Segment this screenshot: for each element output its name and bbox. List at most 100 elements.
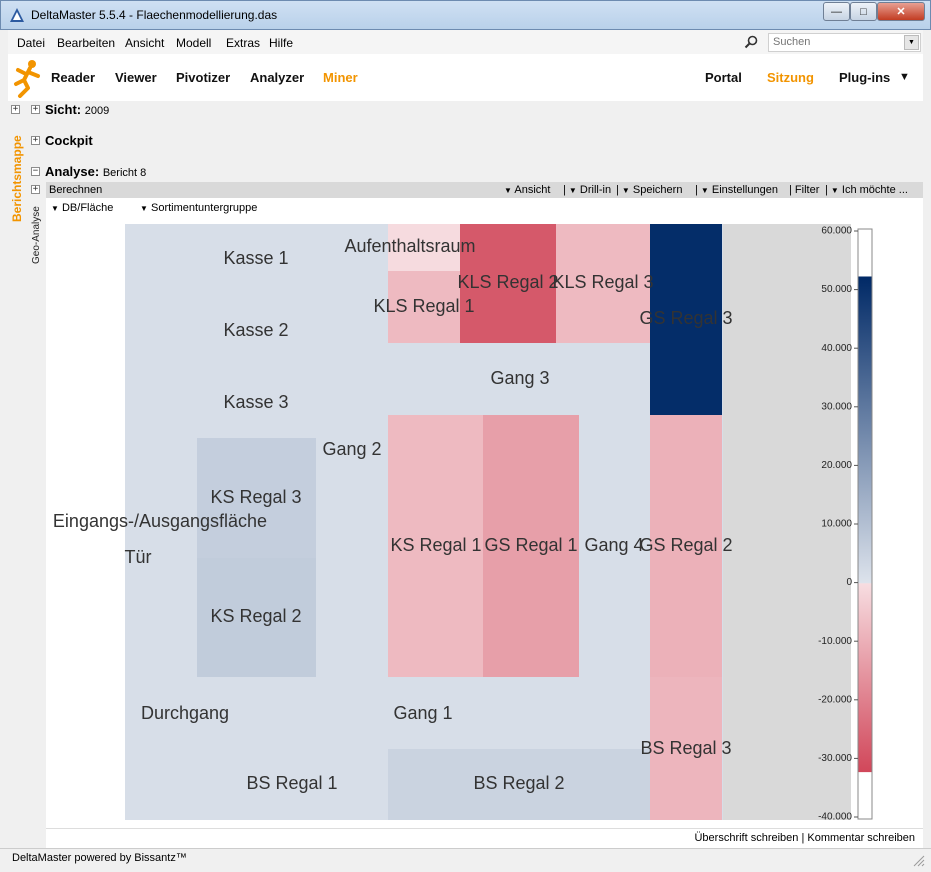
region-label: KLS Regal 3 bbox=[552, 272, 653, 292]
region-ks-regal-1[interactable] bbox=[388, 415, 483, 677]
status-text: DeltaMaster powered by Bissantz™ bbox=[12, 852, 187, 864]
region-kls-regal-2[interactable] bbox=[460, 224, 556, 343]
tab-berichtsmappe[interactable]: Berichtsmappe bbox=[10, 135, 24, 222]
runner-logo-icon bbox=[14, 60, 40, 98]
search-icon[interactable] bbox=[744, 35, 758, 49]
region-bs-regal-1[interactable] bbox=[197, 749, 388, 820]
region-label: Kasse 2 bbox=[223, 320, 288, 340]
ansicht-button[interactable]: ▼ Ansicht bbox=[504, 184, 550, 196]
chevron-down-icon: ▼ bbox=[568, 186, 577, 195]
dim-db-flaeche-label: DB/Fläche bbox=[61, 202, 114, 214]
region-label: GS Regal 3 bbox=[639, 308, 732, 328]
ich-moechte-label: Ich möchte ... bbox=[841, 184, 908, 196]
dimension-bar: ▼ DB/Fläche ▼ Sortimentuntergruppe bbox=[46, 198, 923, 218]
region-ks-regal-3[interactable] bbox=[197, 438, 316, 558]
region-gs-regal-1[interactable] bbox=[483, 415, 579, 677]
close-button[interactable]: ✕ bbox=[877, 2, 925, 21]
region-bs-regal-2[interactable] bbox=[388, 749, 650, 820]
sicht-value: 2009 bbox=[84, 105, 110, 117]
collapse-analyse-icon[interactable]: − bbox=[31, 166, 40, 176]
region-label: GS Regal 1 bbox=[484, 535, 577, 555]
nav-viewer[interactable]: Viewer bbox=[115, 70, 157, 85]
legend-tick-label: 30.000 bbox=[821, 401, 852, 412]
speichern-button[interactable]: | ▼ Speichern bbox=[616, 184, 683, 196]
einstellungen-label: Einstellungen bbox=[711, 184, 778, 196]
region-label: Eingangs-/Ausgangsfläche bbox=[53, 511, 267, 531]
analyse-label: Analyse: bbox=[45, 164, 100, 179]
nav-reader[interactable]: Reader bbox=[51, 70, 96, 85]
region-ks-regal-2[interactable] bbox=[197, 558, 316, 677]
einstellungen-button[interactable]: | ▼ Einstellungen bbox=[695, 184, 778, 196]
region-kls-regal-1[interactable] bbox=[388, 271, 460, 343]
chevron-down-icon: ▼ bbox=[504, 186, 512, 195]
region-label: GS Regal 2 bbox=[639, 535, 732, 555]
menu-ansicht[interactable]: Ansicht bbox=[125, 36, 165, 50]
outline-cockpit[interactable]: Cockpit bbox=[45, 133, 93, 148]
region-label: KS Regal 1 bbox=[390, 535, 481, 555]
minimize-button[interactable]: — bbox=[823, 2, 850, 21]
legend-tick-label: 0 bbox=[846, 577, 852, 588]
maximize-button[interactable]: □ bbox=[850, 2, 877, 21]
chevron-down-icon[interactable]: ▼ bbox=[904, 35, 919, 50]
chevron-down-icon: ▼ bbox=[830, 186, 839, 195]
outline-panel: + + Sicht: 2009 + Cockpit − Analyse: Ber… bbox=[8, 101, 923, 182]
menu-bearbeiten[interactable]: Bearbeiten bbox=[57, 36, 116, 50]
module-nav: Reader Viewer Pivotizer Analyzer Miner P… bbox=[8, 54, 923, 101]
search-input[interactable] bbox=[773, 36, 903, 48]
region-label: Gang 4 bbox=[584, 535, 643, 555]
legend-tick-label: -10.000 bbox=[818, 636, 852, 647]
region-bs-regal-3[interactable] bbox=[650, 677, 722, 820]
region-label: KS Regal 3 bbox=[210, 487, 301, 507]
expand-sicht-icon[interactable]: + bbox=[31, 104, 40, 114]
nav-plugins[interactable]: Plug-ins bbox=[839, 70, 891, 85]
menu-hilfe[interactable]: Hilfe bbox=[269, 36, 294, 50]
region-label: BS Regal 1 bbox=[246, 773, 337, 793]
ich-moechte-button[interactable]: | ▼ Ich möchte ... bbox=[825, 184, 908, 196]
legend-tick-label: -40.000 bbox=[818, 812, 852, 823]
footer-links-text[interactable]: Überschrift schreiben | Kommentar schrei… bbox=[694, 832, 915, 844]
resize-grip-icon[interactable] bbox=[911, 853, 925, 867]
legend-tick-label: 20.000 bbox=[821, 460, 852, 471]
expand-cockpit-icon[interactable]: + bbox=[31, 135, 40, 145]
nav-portal[interactable]: Portal bbox=[705, 70, 742, 85]
region-gs-regal-3[interactable] bbox=[650, 224, 722, 415]
close-icon: ✕ bbox=[896, 6, 906, 18]
legend-tick-label: -30.000 bbox=[818, 753, 852, 764]
berechnen-button[interactable]: Berechnen bbox=[49, 184, 103, 196]
outline-analyse[interactable]: Analyse: Bericht 8 bbox=[45, 164, 146, 179]
tab-geo-analyse[interactable]: Geo-Analyse bbox=[31, 206, 42, 264]
region-label: Gang 3 bbox=[490, 368, 549, 388]
outline-sicht[interactable]: Sicht: 2009 bbox=[45, 102, 109, 117]
speichern-label: Speichern bbox=[632, 184, 683, 196]
dim-sortimentuntergruppe[interactable]: ▼ Sortimentuntergruppe bbox=[140, 202, 257, 214]
legend-tick-label: 60.000 bbox=[821, 226, 852, 237]
drill-in-button[interactable]: | ▼ Drill-in bbox=[563, 184, 612, 196]
side-tabs: Berichtsmappe Geo-Analyse bbox=[8, 120, 46, 850]
region-label: KLS Regal 1 bbox=[373, 296, 474, 316]
nav-pivotizer[interactable]: Pivotizer bbox=[176, 70, 231, 85]
menu-modell[interactable]: Modell bbox=[176, 36, 212, 50]
search-box[interactable]: ▼ bbox=[768, 33, 921, 52]
nav-miner[interactable]: Miner bbox=[323, 70, 358, 85]
region-kls-regal-3[interactable] bbox=[556, 224, 650, 343]
maximize-icon: □ bbox=[860, 5, 867, 18]
expand-berechnen-icon[interactable]: + bbox=[31, 184, 40, 194]
ansicht-label: Ansicht bbox=[514, 184, 551, 196]
plugins-dropdown-icon[interactable]: ▼ bbox=[899, 71, 910, 83]
menu-extras[interactable]: Extras bbox=[226, 36, 261, 50]
region-label: KLS Regal 2 bbox=[457, 272, 558, 292]
region-randstreifen[interactable] bbox=[723, 224, 851, 820]
region-label: BS Regal 2 bbox=[473, 773, 564, 793]
chevron-down-icon: ▼ bbox=[51, 204, 59, 213]
legend-tick-label: -20.000 bbox=[818, 694, 852, 705]
expand-icon[interactable]: + bbox=[11, 104, 20, 114]
nav-sitzung[interactable]: Sitzung bbox=[767, 70, 814, 85]
dim-db-flaeche[interactable]: ▼ DB/Fläche bbox=[51, 202, 113, 214]
region-label: Kasse 3 bbox=[223, 392, 288, 412]
analyse-value: Bericht 8 bbox=[102, 167, 147, 179]
sicht-label: Sicht: bbox=[45, 102, 82, 117]
region-gs-regal-2[interactable] bbox=[650, 415, 722, 677]
nav-analyzer[interactable]: Analyzer bbox=[250, 70, 305, 85]
menu-datei[interactable]: Datei bbox=[17, 36, 46, 50]
filter-button[interactable]: | Filter bbox=[789, 184, 820, 196]
